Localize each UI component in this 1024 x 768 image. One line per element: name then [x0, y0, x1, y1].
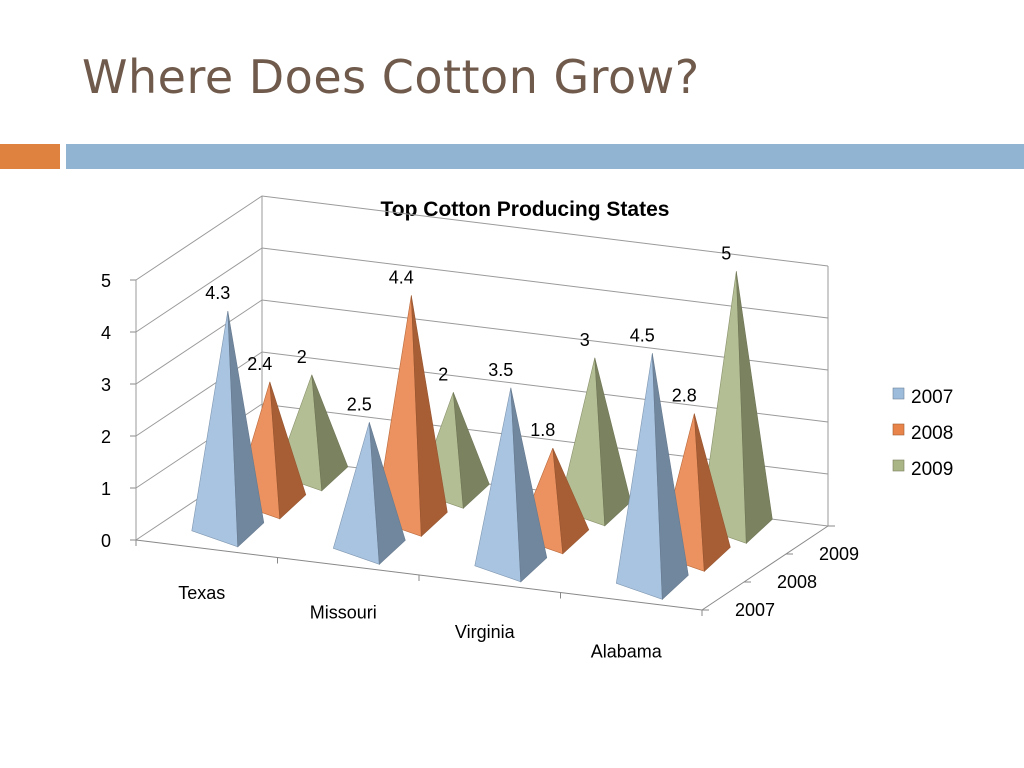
accent-bar-blue — [66, 144, 1024, 169]
cone-face-dark — [652, 353, 689, 600]
depth-axis-line — [701, 525, 829, 611]
legend-label: 2007 — [911, 387, 953, 408]
data-label: 2.5 — [347, 394, 372, 414]
cone-face-dark — [510, 387, 548, 583]
cone-face-dark — [453, 392, 490, 509]
data-label: 2 — [438, 364, 448, 384]
legend-label: 2008 — [911, 423, 953, 444]
y-tick-label: 4 — [101, 323, 111, 343]
data-label: 2.8 — [672, 386, 697, 406]
x-category-label: Virginia — [455, 622, 516, 642]
data-label: 3 — [580, 330, 590, 350]
cone-2007-virginia — [474, 387, 548, 583]
slide-title: Where Does Cotton Grow? — [82, 50, 700, 104]
data-label: 5 — [721, 243, 731, 263]
cone-face-dark — [369, 422, 406, 565]
data-label: 2 — [297, 347, 307, 367]
cone-2007-alabama — [615, 353, 689, 600]
chart-labels: 012345TexasMissouriVirginiaAlabama200720… — [101, 243, 859, 661]
y-tick-label: 2 — [101, 427, 111, 447]
x-category-label: Alabama — [591, 641, 663, 661]
legend-swatch-2009 — [892, 459, 905, 472]
cone-face-dark — [227, 311, 265, 548]
depth-axis-label: 2008 — [777, 572, 817, 592]
accent-bar-orange — [0, 144, 60, 169]
legend-swatch-2007 — [892, 387, 905, 400]
cone-face-dark — [552, 447, 590, 555]
x-category-label: Missouri — [310, 602, 377, 622]
cone-face-dark — [736, 271, 773, 544]
legend-label: 2009 — [911, 459, 953, 480]
y-tick-label: 3 — [101, 375, 111, 395]
chart-legend: 2007 2008 2009 — [892, 387, 953, 480]
cone-face-dark — [594, 357, 632, 527]
cone-face-dark — [311, 374, 349, 492]
cone-2007-missouri — [332, 422, 406, 565]
data-label: 3.5 — [488, 360, 513, 380]
cone-2009-alabama — [699, 271, 773, 544]
cone-face-dark — [411, 295, 448, 537]
x-category-label: Texas — [178, 583, 225, 603]
cone-face-dark — [694, 413, 731, 572]
data-label: 4.5 — [630, 325, 655, 345]
chart-cones — [191, 271, 773, 600]
depth-axis-label: 2009 — [819, 544, 859, 564]
cone-2007-texas — [191, 311, 265, 548]
data-label: 1.8 — [530, 420, 555, 440]
cone-face-dark — [269, 381, 307, 520]
depth-axis-label: 2007 — [735, 600, 775, 620]
legend-swatch-2008 — [892, 423, 905, 436]
data-label: 2.4 — [247, 354, 272, 374]
data-label: 4.3 — [205, 283, 230, 303]
y-tick-label: 1 — [101, 479, 111, 499]
y-tick-label: 0 — [101, 531, 111, 551]
cone-2009-virginia — [558, 357, 632, 527]
data-label: 4.4 — [389, 267, 414, 287]
y-tick-label: 5 — [101, 271, 111, 291]
chart-title: Top Cotton Producing States — [381, 198, 670, 221]
